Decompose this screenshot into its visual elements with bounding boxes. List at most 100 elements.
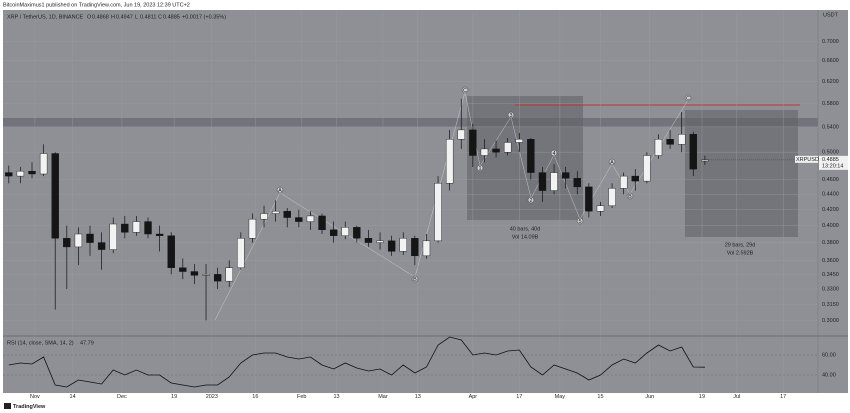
y-tick-label: 0.5400	[822, 124, 839, 130]
ohlc-key: H	[111, 14, 115, 20]
y-tick-label: 0.7000	[822, 39, 839, 45]
symbol-title: XRP / TetherUS, 1D, BINANCE	[7, 14, 84, 20]
candle-body	[179, 267, 187, 272]
candle-body	[445, 139, 454, 184]
candle-body	[237, 238, 245, 268]
y-tick-label: 0.3800	[822, 240, 839, 246]
candle-body	[469, 129, 477, 156]
candle-body	[643, 155, 651, 182]
wave-marker	[608, 158, 616, 166]
candle-body	[689, 134, 697, 170]
ohlc-value: 0.4811	[140, 14, 156, 20]
x-tick-label: Jun	[645, 394, 654, 400]
candle-body	[225, 267, 233, 282]
candle-body	[561, 172, 570, 179]
y-tick-label: 0.5800	[822, 101, 839, 107]
candle-body	[596, 205, 605, 212]
rsi-last: 47.79	[80, 340, 94, 346]
x-tick-label: Feb	[297, 394, 306, 400]
candle-body	[295, 217, 303, 222]
y-tick-label: 0.4600	[822, 177, 839, 183]
candle-body	[480, 148, 489, 156]
y-tick-label: 0.4400	[822, 192, 839, 198]
candle-body	[16, 170, 25, 177]
grid: 0.7000 0.6600 0.6200 0.5800 0.5400 0.5000 0.46…	[3, 10, 839, 400]
candle-body	[492, 148, 500, 153]
candle-body	[144, 221, 152, 235]
x-tick-label: Nov	[30, 394, 40, 400]
candle-body	[411, 238, 419, 257]
candle-body	[260, 213, 268, 220]
x-tick-label: 13	[415, 394, 421, 400]
candle-body	[167, 235, 175, 268]
ohlc-key: L	[135, 14, 138, 20]
y-tick-label: 0.6200	[822, 79, 839, 85]
candle-body	[283, 210, 291, 218]
candle-body	[585, 186, 593, 212]
candle-body	[422, 240, 431, 257]
candle-body	[121, 223, 129, 233]
wave-marker	[527, 196, 535, 204]
x-tick-label: 15	[597, 394, 603, 400]
candle-body	[248, 218, 257, 239]
candle-body	[573, 178, 581, 188]
candle-body	[678, 134, 686, 145]
wave-marker	[684, 94, 692, 102]
price-tag: 0.4885	[822, 157, 839, 163]
ohlc-value: 0.4947	[116, 14, 133, 20]
y-tick-label: 0.5000	[822, 150, 839, 156]
candle-body	[329, 229, 338, 236]
candle-body	[515, 139, 523, 143]
candle-body	[97, 242, 106, 250]
countdown: 13:20:14	[822, 163, 843, 169]
wave-marker	[550, 149, 558, 157]
x-tick-label: Dec	[117, 394, 127, 400]
wave-label: A	[610, 160, 614, 166]
candle-body	[202, 274, 210, 276]
x-tick-label: 14	[70, 394, 76, 400]
candle-body	[190, 271, 199, 276]
candles	[5, 98, 709, 321]
candle-body	[132, 221, 141, 233]
wave-label: 1	[478, 166, 481, 172]
ohlc-value: 0.4885	[163, 14, 180, 20]
measure-label: Vol 2.592B	[727, 250, 754, 256]
y-tick-label: 0.3450	[822, 272, 839, 278]
candle-body	[341, 227, 349, 236]
candle-body	[538, 172, 547, 191]
symbol-tag: XRPUSDT	[796, 157, 823, 163]
wave-label: A	[278, 188, 282, 194]
x-tick-label: 17	[516, 394, 522, 400]
y-tick-label: 0.6600	[822, 58, 839, 64]
y-tick-label: 0.3000	[822, 318, 839, 324]
candle-body	[318, 215, 326, 231]
symbol-tag-bg	[795, 155, 818, 163]
candle-body	[527, 139, 535, 173]
candle-body	[457, 129, 465, 140]
candle-body	[364, 238, 373, 243]
wave-label: 2	[529, 198, 532, 204]
candle-body	[86, 233, 94, 243]
publisher: BitcoinMaximus1 published on TradingView…	[3, 2, 190, 8]
change: +0.0017 (+0.35%)	[182, 14, 226, 20]
wave-path	[214, 91, 689, 321]
candle-body	[608, 188, 616, 206]
x-tick-label: Mar	[378, 394, 388, 400]
candle-body	[387, 240, 396, 252]
wave-marker	[507, 111, 515, 119]
candle-body	[271, 210, 280, 214]
wave-label: B	[628, 194, 632, 200]
candle-body	[503, 142, 512, 153]
candle-body	[155, 233, 164, 236]
wave-label: 4	[552, 151, 555, 157]
wave-marker	[276, 186, 284, 194]
wave-label: 3	[509, 113, 512, 119]
ohlc-key: C	[158, 14, 162, 20]
ohlc-value: 0.4868	[92, 14, 109, 20]
candle-body	[550, 172, 558, 191]
rsi-line	[8, 336, 705, 388]
wave-marker	[411, 275, 419, 283]
measure-label: 29 bars, 29d	[725, 242, 756, 248]
